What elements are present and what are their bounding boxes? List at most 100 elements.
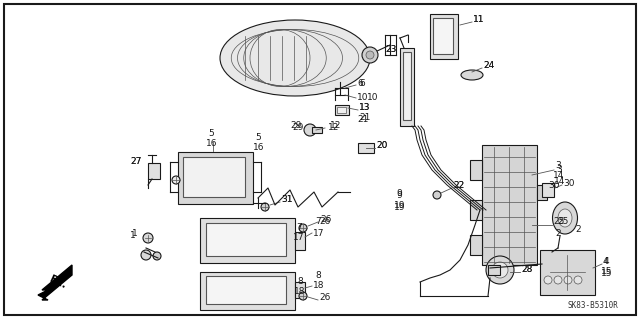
- Text: 5: 5: [208, 130, 214, 138]
- FancyBboxPatch shape: [183, 157, 245, 197]
- FancyBboxPatch shape: [540, 250, 595, 295]
- Text: 19: 19: [394, 204, 406, 212]
- Bar: [335, 105, 349, 115]
- Text: 3: 3: [556, 166, 562, 174]
- Bar: [400, 48, 414, 126]
- FancyBboxPatch shape: [482, 145, 537, 265]
- Text: 21: 21: [359, 114, 371, 122]
- Ellipse shape: [552, 202, 577, 234]
- Bar: [470, 200, 482, 220]
- Text: 6: 6: [359, 78, 365, 87]
- Circle shape: [433, 191, 441, 199]
- Text: 29: 29: [290, 122, 301, 130]
- FancyBboxPatch shape: [206, 276, 286, 304]
- Circle shape: [492, 262, 508, 278]
- Text: 26: 26: [319, 293, 330, 302]
- Text: 9: 9: [396, 191, 402, 201]
- FancyBboxPatch shape: [200, 218, 295, 263]
- Bar: [358, 143, 374, 153]
- Text: 27: 27: [130, 158, 141, 167]
- Text: 15: 15: [601, 270, 612, 278]
- Text: 11: 11: [473, 16, 484, 25]
- Text: 27: 27: [130, 157, 141, 166]
- Text: 22: 22: [453, 182, 464, 190]
- Ellipse shape: [558, 209, 572, 227]
- Circle shape: [299, 224, 307, 232]
- Text: 4: 4: [603, 257, 609, 266]
- Text: 12: 12: [328, 123, 339, 132]
- Text: 29: 29: [292, 123, 303, 132]
- Text: 31: 31: [281, 196, 292, 204]
- Text: SK83-B5310R: SK83-B5310R: [567, 301, 618, 310]
- Text: 6: 6: [357, 78, 363, 87]
- Text: 21: 21: [357, 115, 369, 124]
- Text: 28: 28: [521, 265, 532, 275]
- Circle shape: [366, 51, 374, 59]
- Text: 16: 16: [253, 144, 264, 152]
- FancyBboxPatch shape: [206, 223, 286, 256]
- Text: 8: 8: [315, 271, 321, 280]
- Text: 26: 26: [319, 218, 330, 226]
- Circle shape: [299, 292, 307, 300]
- Circle shape: [172, 176, 180, 184]
- Text: 18: 18: [313, 281, 324, 291]
- Bar: [295, 232, 305, 250]
- Polygon shape: [38, 265, 72, 300]
- Text: 13: 13: [359, 103, 371, 113]
- Circle shape: [544, 276, 552, 284]
- Circle shape: [141, 250, 151, 260]
- Text: 10: 10: [357, 93, 369, 102]
- Text: 17: 17: [313, 229, 324, 239]
- Bar: [470, 160, 482, 180]
- Text: 14: 14: [553, 172, 564, 181]
- Text: 25: 25: [557, 218, 568, 226]
- Text: 14: 14: [554, 177, 565, 187]
- Text: 1: 1: [130, 232, 136, 241]
- Ellipse shape: [461, 70, 483, 80]
- Bar: [430, 14, 458, 59]
- Text: 26: 26: [320, 216, 332, 225]
- Text: 24: 24: [483, 62, 494, 70]
- Bar: [295, 282, 305, 298]
- Ellipse shape: [220, 20, 370, 96]
- Bar: [312, 127, 322, 133]
- Text: 8: 8: [297, 277, 303, 286]
- Bar: [537, 185, 547, 200]
- Text: 25: 25: [553, 217, 564, 226]
- Circle shape: [143, 233, 153, 243]
- Text: 4: 4: [604, 257, 610, 266]
- Text: 16: 16: [206, 139, 218, 149]
- Bar: [542, 183, 554, 197]
- Text: FR.: FR.: [48, 274, 68, 290]
- Circle shape: [153, 252, 161, 260]
- Text: 12: 12: [330, 122, 341, 130]
- Text: 23: 23: [385, 46, 396, 55]
- Text: 5: 5: [255, 133, 260, 143]
- Text: 2: 2: [575, 226, 580, 234]
- Circle shape: [574, 276, 582, 284]
- FancyBboxPatch shape: [178, 152, 253, 204]
- Text: 10: 10: [367, 93, 378, 102]
- Bar: [433, 18, 453, 54]
- Text: 9: 9: [396, 189, 402, 197]
- Bar: [148, 163, 160, 179]
- Text: 31: 31: [281, 196, 292, 204]
- Text: 11: 11: [473, 16, 484, 25]
- Text: 2: 2: [555, 228, 561, 238]
- Text: 23: 23: [385, 46, 396, 55]
- Bar: [403, 52, 411, 120]
- Text: 15: 15: [601, 268, 612, 277]
- Text: 30: 30: [563, 179, 575, 188]
- Text: 19: 19: [394, 202, 406, 211]
- Text: 30: 30: [548, 181, 559, 189]
- Circle shape: [362, 47, 378, 63]
- Text: 18: 18: [294, 286, 305, 295]
- Circle shape: [564, 276, 572, 284]
- Text: 20: 20: [376, 142, 387, 151]
- Text: 17: 17: [293, 233, 305, 241]
- FancyBboxPatch shape: [200, 272, 295, 310]
- Text: 22: 22: [453, 182, 464, 190]
- Circle shape: [304, 124, 316, 136]
- Text: 7: 7: [296, 222, 301, 232]
- Bar: [488, 265, 500, 275]
